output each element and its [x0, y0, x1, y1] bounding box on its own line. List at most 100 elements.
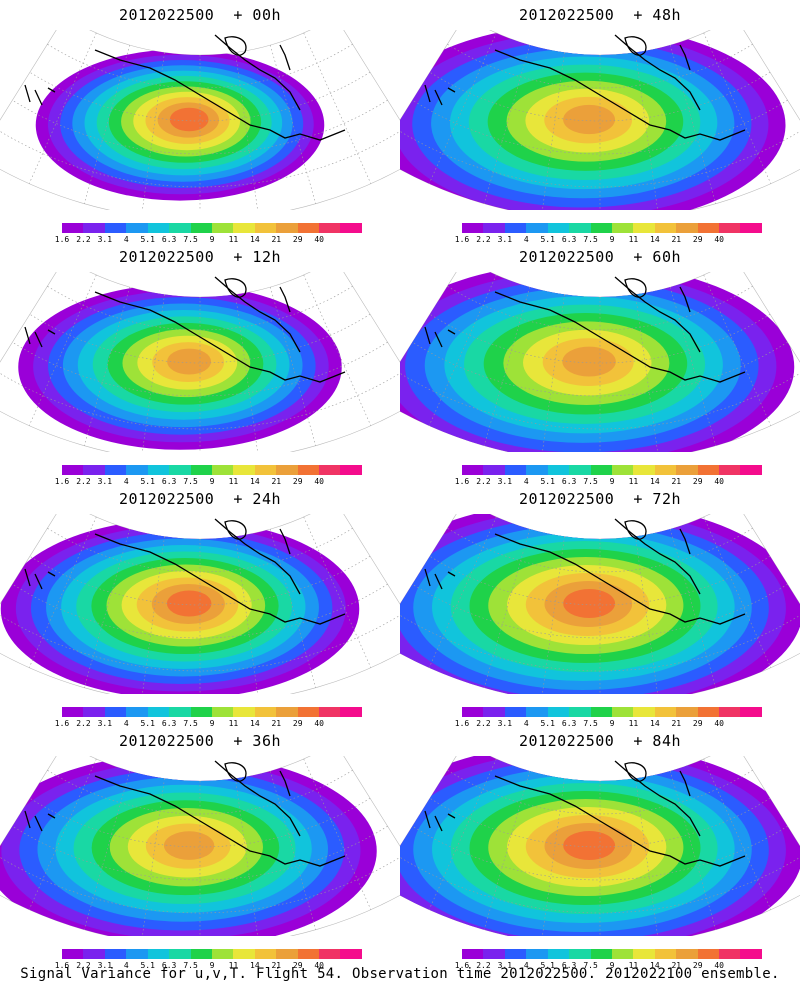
colorbar-swatch: [126, 707, 148, 717]
colorbar-swatch: [62, 465, 84, 475]
field-layer: [400, 272, 795, 452]
colorbar-ticks: 1.6 2.2 3.1 4 5.1 6.3 7.5 9 11 14 21 29 40: [455, 235, 762, 245]
coastline: [624, 762, 647, 782]
colorbar-tick-label: 14: [250, 719, 260, 728]
longitude-line: [142, 294, 165, 452]
graticule: [0, 32, 400, 210]
latitude-line: [400, 372, 800, 430]
coastlines: [424, 276, 746, 383]
colorbar-swatch: [104, 465, 127, 475]
variance-contour: [169, 107, 209, 132]
variance-contour: [166, 590, 212, 617]
colorbar-swatch: [254, 465, 277, 475]
colorbar-tick-label: 40: [714, 235, 724, 244]
coastline: [424, 84, 456, 106]
colorbar-tick-label: 6.3: [161, 477, 177, 486]
variance-contour: [563, 831, 616, 860]
colorbar-swatch: [190, 949, 212, 959]
panel-title: 2012022500 + 00h: [118, 6, 282, 24]
colorbar-tick-label: 4: [523, 477, 529, 486]
colorbar-swatch: [569, 707, 591, 717]
colorbar: [62, 223, 362, 233]
colorbar: [462, 707, 762, 717]
colorbar-tick-label: 5.1: [540, 719, 555, 728]
colorbar-swatch: [340, 707, 362, 717]
colorbar-tick-label: 6.3: [161, 961, 177, 970]
colorbar-swatch: [462, 465, 484, 475]
colorbar-swatch: [462, 707, 484, 717]
colorbar-tick-label: 9: [209, 235, 215, 244]
variance-contour: [563, 589, 616, 618]
colorbar: [462, 949, 762, 959]
colorbar-swatch: [633, 707, 655, 717]
coastline: [614, 760, 701, 837]
colorbar-swatch: [740, 949, 762, 959]
colorbar-swatch: [276, 707, 298, 717]
panel-title: 2012022500 + 72h: [518, 490, 682, 508]
colorbar-swatch: [126, 465, 148, 475]
colorbar: [62, 465, 362, 475]
colorbar-tick-label: 7.5: [583, 961, 598, 970]
colorbar-swatch: [126, 223, 148, 233]
colorbar-swatch: [719, 465, 741, 475]
field-layer: [18, 284, 342, 450]
colorbar-tick-label: 1.6: [54, 719, 70, 728]
longitude-line: [235, 294, 258, 452]
coastline: [424, 810, 456, 832]
colorbar-swatch: [190, 707, 212, 717]
colorbar-tick-label: 7.5: [583, 719, 598, 728]
colorbar-swatch: [211, 465, 234, 475]
colorbar-swatch: [297, 949, 320, 959]
variance-contour: [163, 831, 215, 860]
colorbar-tick-label: 1.6: [54, 477, 70, 486]
colorbar-tick-label: 21: [671, 719, 682, 728]
latitude-line: [429, 555, 771, 606]
coastline: [94, 49, 346, 141]
latitude-line: [400, 130, 800, 188]
colorbar-swatch: [147, 465, 170, 475]
coastline: [624, 520, 647, 540]
colorbar-tick-label: 11: [628, 719, 639, 728]
longitude-line: [542, 52, 565, 210]
colorbar-tick-label: 4: [523, 961, 529, 970]
variance-contour: [167, 348, 212, 375]
colorbar-swatch: [340, 223, 362, 233]
colorbar-tick-label: 2.2: [476, 961, 491, 970]
colorbar-swatch: [590, 223, 612, 233]
coastline: [94, 291, 346, 383]
colorbar-swatch: [276, 465, 298, 475]
variance-contour: [563, 104, 616, 135]
latitude-line: [0, 856, 400, 914]
colorbar-swatch: [676, 223, 698, 233]
coastline: [94, 775, 346, 867]
colorbar-swatch: [547, 465, 570, 475]
colorbar-tick-label: 9: [609, 719, 615, 728]
coastlines: [24, 34, 346, 141]
colorbar-swatch: [654, 707, 677, 717]
colorbar-ticks: 1.6 2.2 3.1 4 5.1 6.3 7.5 9 11 14 21 29 40: [55, 477, 362, 487]
colorbar-ticks: 1.6 2.2 3.1 4 5.1 6.3 7.5 9 11 14 21 29 40: [55, 235, 362, 245]
colorbar-tick-label: 7.5: [583, 235, 598, 244]
colorbar-swatch: [462, 223, 484, 233]
colorbar-swatch: [569, 949, 591, 959]
longitude-line: [28, 32, 97, 184]
colorbar-tick-label: 21: [271, 477, 282, 486]
colorbar-tick-label: 5.1: [140, 235, 155, 244]
longitude-line: [303, 32, 372, 184]
colorbar-tick-label: 1.6: [54, 235, 70, 244]
colorbar-swatch: [297, 465, 320, 475]
colorbar: [62, 707, 362, 717]
colorbar-tick-label: 5.1: [140, 961, 155, 970]
colorbar-swatch: [483, 465, 505, 475]
variance-map: [0, 30, 400, 210]
colorbar-tick-label: 2.2: [476, 477, 491, 486]
colorbar-tick-label: 3.1: [97, 719, 113, 728]
colorbar-swatch: [569, 465, 591, 475]
colorbar-swatch: [169, 465, 191, 475]
latitude-line: [0, 614, 400, 672]
longitude-line: [635, 294, 658, 452]
colorbar-swatch: [719, 949, 741, 959]
coastline: [24, 326, 56, 348]
colorbar-tick-label: 40: [714, 477, 724, 486]
colorbar-tick-label: 7.5: [583, 477, 598, 486]
